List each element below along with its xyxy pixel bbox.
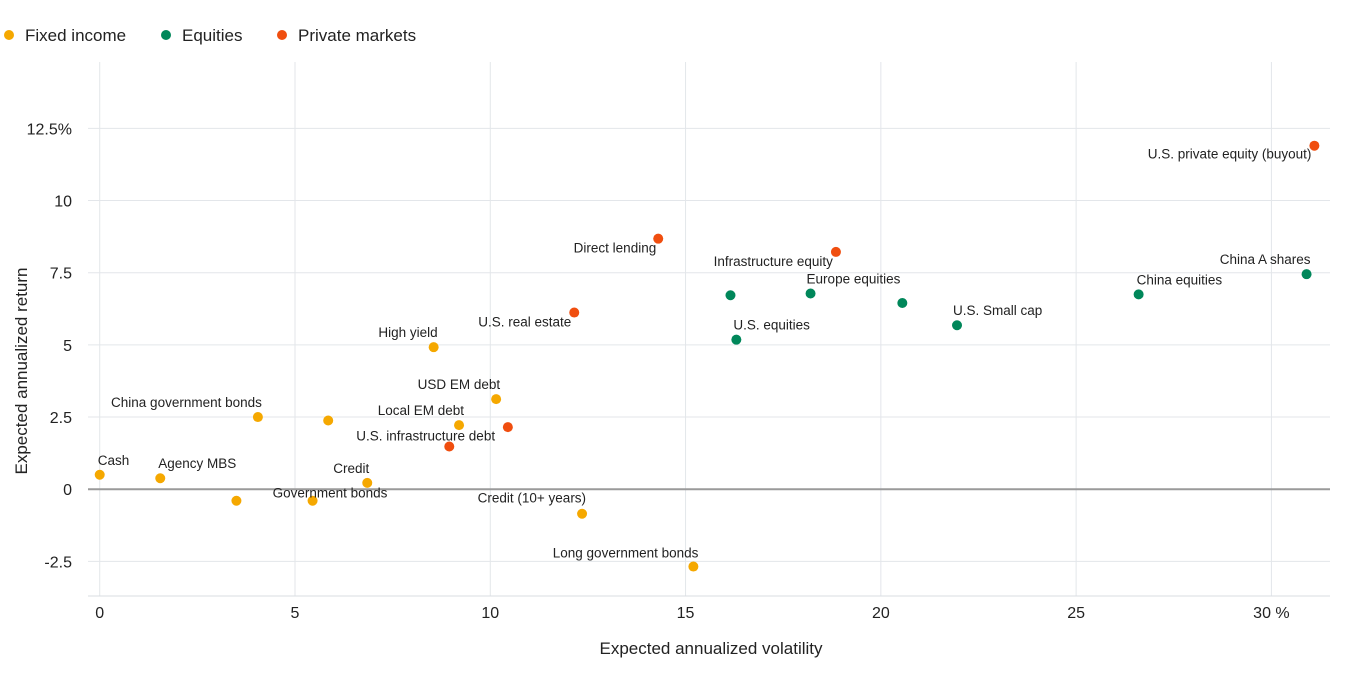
data-point [569, 307, 580, 318]
x-axis-title: Expected annualized volatility [599, 639, 823, 658]
data-point [491, 394, 502, 405]
x-tick-label: 10 [481, 605, 499, 622]
point-label: U.S. Small cap [953, 303, 1042, 318]
point-label: Credit (10+ years) [478, 491, 586, 506]
y-tick-label: 5 [63, 338, 72, 355]
point-label: Agency MBS [158, 456, 236, 471]
legend-marker [277, 30, 287, 40]
data-point [502, 422, 513, 433]
data-point [323, 415, 334, 426]
legend-label: Fixed income [25, 26, 126, 45]
data-point [830, 246, 841, 257]
data-point [805, 288, 816, 299]
data-point [454, 420, 465, 431]
gridlines [88, 62, 1330, 597]
x-tick-label: 25 [1067, 605, 1085, 622]
point-label: Infrastructure equity [714, 254, 834, 269]
point-label: China equities [1137, 272, 1223, 287]
point-label: U.S. equities [733, 318, 810, 333]
point-label: U.S. private equity (buyout) [1148, 147, 1312, 162]
data-point [688, 561, 699, 572]
data-point [428, 342, 439, 353]
x-axis-ticks: 0 5 10 15 20 25 30 % [95, 605, 1289, 622]
point-label: U.S. infrastructure debt [356, 428, 495, 443]
point-label: USD EM debt [418, 377, 501, 392]
data-point [1301, 269, 1312, 280]
legend-label: Private markets [298, 26, 416, 45]
point-labels: Cash Agency MBS China government bonds Gove… [98, 147, 1312, 561]
x-tick-label: 5 [291, 605, 300, 622]
data-point [897, 298, 908, 309]
y-axis-ticks: -2.5 0 2.5 5 7.5 10 12.5% [27, 121, 72, 571]
data-point [725, 290, 736, 301]
legend-label: Equities [182, 26, 242, 45]
x-tick-label: 20 [872, 605, 890, 622]
point-label: China government bonds [111, 395, 262, 410]
legend-marker [4, 30, 14, 40]
x-tick-label: 0 [95, 605, 104, 622]
y-tick-label: 7.5 [50, 266, 72, 283]
x-tick-label: 15 [677, 605, 695, 622]
point-label: High yield [378, 325, 437, 340]
y-tick-label: 2.5 [50, 410, 72, 427]
point-label: Credit [333, 461, 369, 476]
point-label: Cash [98, 453, 130, 468]
point-label: U.S. real estate [478, 315, 571, 330]
data-point [252, 412, 263, 423]
data-point [231, 495, 242, 506]
point-label: Europe equities [807, 271, 901, 286]
data-point [952, 320, 963, 331]
y-axis-title: Expected annualized return [12, 268, 31, 475]
point-label: China A shares [1220, 252, 1311, 267]
data-point [307, 495, 318, 506]
data-point [653, 233, 664, 244]
y-tick-label: 0 [63, 482, 72, 499]
x-tick-label: 30 % [1253, 605, 1289, 622]
data-point [94, 469, 105, 480]
data-point [155, 473, 166, 484]
data-point [1133, 289, 1144, 300]
point-label: Long government bonds [553, 546, 699, 561]
y-tick-label: -2.5 [44, 554, 72, 571]
legend: Fixed income Equities Private markets [4, 26, 416, 45]
data-points [94, 140, 1320, 572]
data-point [1309, 140, 1320, 151]
point-label: Local EM debt [378, 403, 465, 418]
y-tick-label: 12.5% [27, 121, 72, 138]
data-point [731, 334, 742, 345]
data-point [577, 508, 588, 519]
data-point [362, 477, 373, 488]
point-label: Direct lending [574, 241, 657, 256]
point-label: Government bonds [273, 486, 388, 501]
y-tick-label: 10 [54, 194, 72, 211]
legend-marker [161, 30, 171, 40]
data-point [444, 441, 455, 452]
